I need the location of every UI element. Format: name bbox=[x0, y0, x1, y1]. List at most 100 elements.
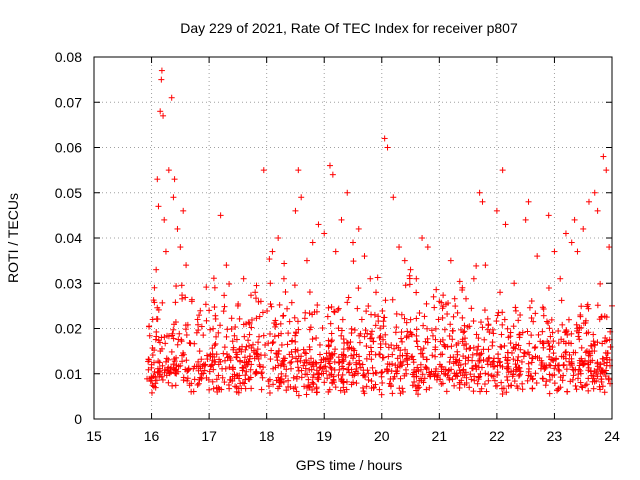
data-point bbox=[294, 347, 301, 354]
data-point bbox=[338, 216, 345, 223]
data-point bbox=[241, 333, 248, 340]
data-point bbox=[429, 332, 436, 339]
data-point bbox=[527, 373, 534, 380]
data-point bbox=[255, 339, 262, 346]
data-point bbox=[328, 303, 335, 310]
data-point bbox=[485, 321, 492, 328]
data-point bbox=[603, 314, 610, 321]
data-point bbox=[400, 388, 407, 395]
data-point bbox=[409, 331, 416, 338]
data-point bbox=[541, 366, 548, 373]
data-point bbox=[420, 379, 427, 386]
data-point bbox=[554, 387, 561, 394]
data-point bbox=[585, 361, 592, 368]
y-tick-label: 0.01 bbox=[55, 366, 82, 382]
data-point bbox=[148, 375, 155, 382]
data-point bbox=[389, 390, 396, 397]
data-point bbox=[267, 301, 274, 308]
data-point bbox=[461, 322, 468, 329]
data-point bbox=[149, 316, 156, 323]
data-point bbox=[267, 356, 274, 363]
data-point bbox=[420, 322, 427, 329]
y-tick-label: 0.04 bbox=[55, 230, 82, 246]
data-point bbox=[212, 340, 219, 347]
data-point bbox=[146, 323, 153, 330]
data-point bbox=[252, 369, 259, 376]
data-point bbox=[258, 386, 265, 393]
data-point bbox=[260, 364, 267, 371]
data-point bbox=[382, 341, 389, 348]
data-point bbox=[220, 350, 227, 357]
data-point bbox=[265, 378, 272, 385]
data-point bbox=[210, 385, 217, 392]
data-point bbox=[510, 356, 517, 363]
data-point bbox=[164, 365, 171, 372]
data-point bbox=[215, 329, 222, 336]
data-point bbox=[390, 194, 397, 201]
data-point bbox=[393, 310, 400, 317]
data-point bbox=[277, 320, 284, 327]
data-point bbox=[327, 364, 334, 371]
data-point bbox=[210, 325, 217, 332]
data-point bbox=[555, 340, 562, 347]
data-point bbox=[478, 350, 485, 357]
data-point bbox=[568, 358, 575, 365]
data-point bbox=[178, 338, 185, 345]
data-point bbox=[560, 353, 567, 360]
data-point bbox=[578, 344, 585, 351]
data-point bbox=[200, 332, 207, 339]
data-point bbox=[344, 299, 351, 306]
data-point bbox=[393, 324, 400, 331]
data-point bbox=[281, 260, 288, 267]
data-point bbox=[437, 376, 444, 383]
data-point bbox=[472, 362, 479, 369]
data-point bbox=[183, 262, 190, 269]
data-point bbox=[432, 336, 439, 343]
data-point bbox=[401, 315, 408, 322]
data-point bbox=[259, 309, 266, 316]
data-point bbox=[301, 315, 308, 322]
data-point bbox=[380, 336, 387, 343]
data-point bbox=[272, 317, 279, 324]
data-point bbox=[328, 365, 335, 372]
data-point bbox=[454, 351, 461, 358]
data-point bbox=[491, 355, 498, 362]
data-point bbox=[158, 76, 165, 83]
data-point bbox=[585, 364, 592, 371]
data-point bbox=[253, 315, 260, 322]
data-point bbox=[233, 353, 240, 360]
data-point bbox=[312, 359, 319, 366]
data-points bbox=[144, 67, 615, 399]
data-point bbox=[461, 328, 468, 335]
data-point bbox=[494, 371, 501, 378]
data-point bbox=[573, 386, 580, 393]
data-point bbox=[469, 365, 476, 372]
data-point bbox=[450, 327, 457, 334]
data-point bbox=[165, 167, 172, 174]
data-point bbox=[433, 365, 440, 372]
x-tick-label: 16 bbox=[144, 428, 160, 444]
data-point bbox=[363, 383, 370, 390]
data-point bbox=[239, 367, 246, 374]
data-point bbox=[206, 386, 213, 393]
data-point bbox=[470, 318, 477, 325]
data-point bbox=[260, 332, 267, 339]
data-point bbox=[575, 366, 582, 373]
data-point bbox=[172, 299, 179, 306]
data-point bbox=[597, 370, 604, 377]
data-point bbox=[221, 344, 228, 351]
data-point bbox=[591, 348, 598, 355]
data-point bbox=[281, 357, 288, 364]
data-point bbox=[484, 361, 491, 368]
data-point bbox=[303, 391, 310, 398]
data-point bbox=[194, 321, 201, 328]
data-point bbox=[172, 382, 179, 389]
data-point bbox=[588, 372, 595, 379]
data-point bbox=[266, 256, 273, 263]
data-point bbox=[481, 336, 488, 343]
data-point bbox=[316, 371, 323, 378]
data-point bbox=[599, 340, 606, 347]
data-point bbox=[524, 377, 531, 384]
data-point bbox=[598, 314, 605, 321]
y-tick-label: 0 bbox=[74, 411, 82, 427]
